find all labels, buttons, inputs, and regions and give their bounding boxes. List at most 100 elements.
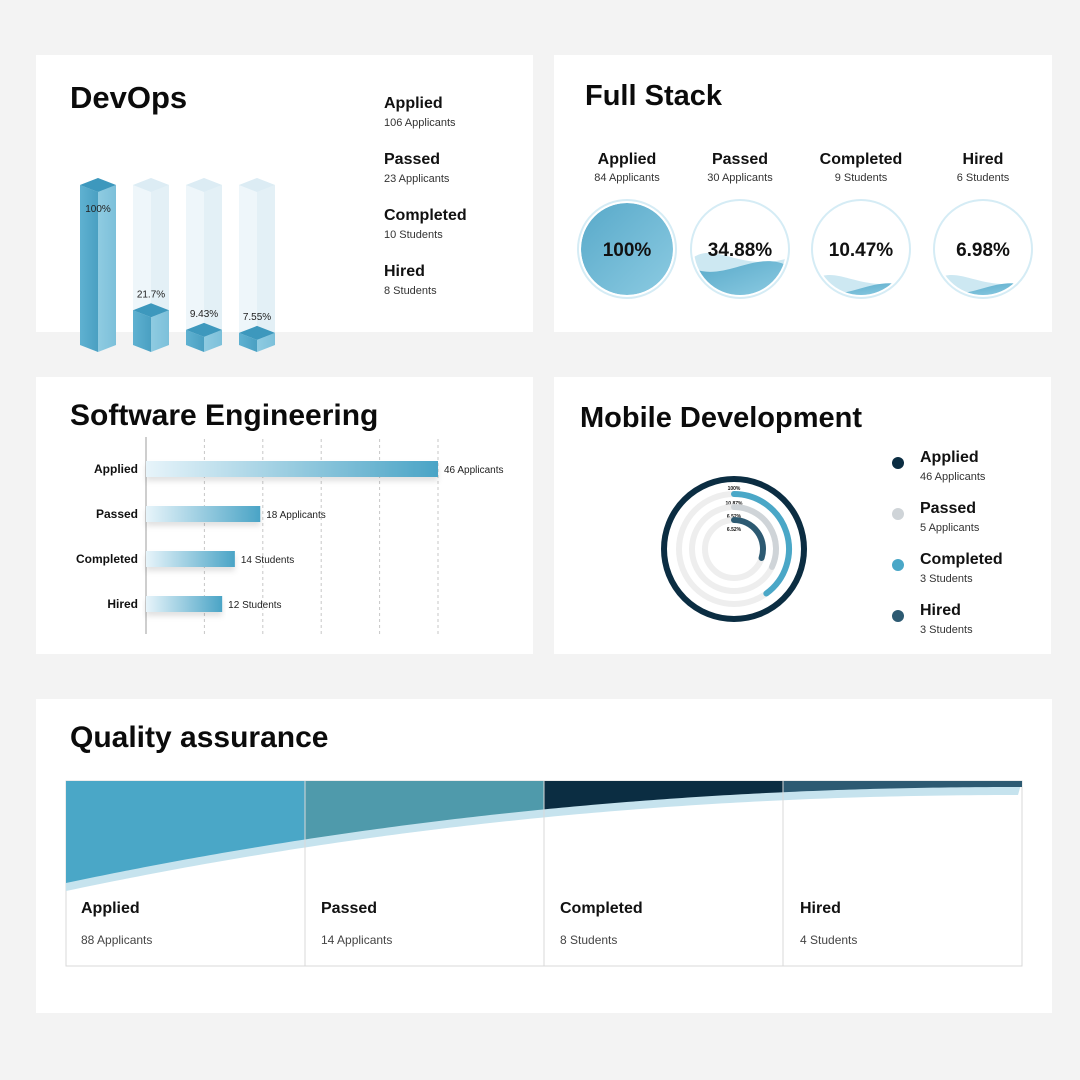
devops-bar-ghost-side <box>204 185 222 352</box>
devops-stage-hired: Hired 8 Students <box>384 263 467 319</box>
fullstack-circle-fill <box>581 203 673 295</box>
devops-bar-top <box>133 303 169 318</box>
fullstack-stage-name: Completed <box>819 151 903 168</box>
devops-bar-top <box>186 322 222 337</box>
mobile-ring-arc <box>731 504 779 570</box>
qa-stage-count: 8 Students <box>560 933 618 947</box>
se-category-label: Completed <box>76 552 138 566</box>
fullstack-stage-count: 9 Students <box>834 172 888 184</box>
se-bar: Passed 18 Applicants <box>96 506 326 522</box>
devops-stage-count: 106 Applicants <box>384 117 456 129</box>
devops-stage-passed: Passed 23 Applicants <box>384 151 467 207</box>
devops-bar-side <box>151 310 169 352</box>
se-value-label: 14 Students <box>241 555 294 566</box>
qa-stage-name: Applied <box>81 900 140 917</box>
fullstack-percent: 6.98% <box>956 240 1010 261</box>
software-engineering-title: Software Engineering <box>70 399 379 432</box>
qa-stage-passed: Passed 14 Applicants <box>321 900 392 947</box>
fullstack-percent: 34.88% <box>708 240 773 261</box>
se-bar-rect <box>146 461 438 477</box>
software-engineering-card: Software Engineering Applied 46 Applicant… <box>36 377 533 654</box>
devops-bar-front <box>239 332 257 352</box>
legend-dot-icon <box>892 457 904 469</box>
mobile-ring: 10.87% <box>676 491 792 607</box>
mobile-legend-name: Passed <box>920 500 977 517</box>
qa-band-segment <box>66 781 305 883</box>
fullstack-stage-name: Hired <box>962 151 1004 168</box>
legend-dot-icon <box>892 559 904 571</box>
devops-stage-name: Hired <box>384 263 425 280</box>
devops-bar-ghost-top <box>186 178 222 192</box>
mobile-ring-arc <box>731 491 792 597</box>
fullstack-stage-name: Applied <box>597 151 657 168</box>
se-bar: Applied 46 Applicants <box>94 461 504 477</box>
fullstack-circle-ring <box>933 199 1033 299</box>
qa-funnel-chart <box>65 780 1023 967</box>
se-bar: Completed 14 Students <box>76 551 294 567</box>
qa-band-segment <box>305 781 544 840</box>
se-category-label: Passed <box>96 507 138 521</box>
qa-title: Quality assurance <box>70 721 329 754</box>
fullstack-title: Full Stack <box>585 80 722 112</box>
mobile-legend-count: 46 Applicants <box>920 471 986 483</box>
fullstack-stage-name: Passed <box>711 151 769 168</box>
devops-bar-label: 21.7% <box>137 289 165 300</box>
fullstack-stage-completed: Completed 9 Students <box>806 151 916 184</box>
devops-bar-label: 7.55% <box>243 312 271 323</box>
devops-bar-label: 100% <box>85 204 111 215</box>
fullstack-stage-count: 6 Students <box>956 172 1010 184</box>
fullstack-circle-fill <box>694 252 786 295</box>
qa-stage-name: Passed <box>321 900 378 917</box>
mobile-legend-hired: Hired 3 Students <box>892 602 1003 653</box>
mobile-ring-label: 6.52% <box>727 514 742 520</box>
fullstack-circle-ring <box>811 199 911 299</box>
devops-stage-count: 8 Students <box>384 285 437 297</box>
devops-bar-side <box>204 329 222 352</box>
mobile-ring-arc <box>731 517 766 561</box>
fullstack-wave <box>694 261 786 295</box>
devops-bar: 7.55% <box>239 178 275 352</box>
devops-stage-name: Applied <box>384 95 443 112</box>
devops-bar-ghost-top <box>239 178 275 192</box>
qa-stage-name: Completed <box>560 900 643 917</box>
fullstack-wave-chart: 100% 34.88% 10.47% 6.98% <box>577 199 1033 299</box>
devops-bar-top <box>80 178 116 192</box>
software-engineering-bar-chart: Applied 46 Applicants Passed 18 Applicants C… <box>76 437 504 634</box>
devops-bar-chart: 100% 21.7% 9.43% 7.55% <box>80 178 275 352</box>
se-value-label: 46 Applicants <box>444 465 504 476</box>
mobile-ring-label: 6.52% <box>727 527 742 533</box>
fullstack-stage-count: 30 Applicants <box>707 172 773 184</box>
se-bar-rect <box>146 506 261 522</box>
qa-stage-completed: Completed 8 Students <box>560 900 643 947</box>
fullstack-wave <box>581 203 673 295</box>
mobile-ring-label: 100% <box>728 486 741 492</box>
devops-bar-side <box>98 185 116 352</box>
mobile-ring: 100% <box>661 476 807 622</box>
devops-bar-front <box>133 310 151 352</box>
mobile-title: Mobile Development <box>580 402 862 434</box>
devops-bar-ghost-top <box>133 178 169 192</box>
qa-stage-count: 4 Students <box>800 933 858 947</box>
devops-bar-side <box>257 332 275 352</box>
qa-stage-count: 88 Applicants <box>81 933 153 947</box>
devops-stage-completed: Completed 10 Students <box>384 207 467 263</box>
qa-stage-name: Hired <box>800 900 841 917</box>
mobile-legend: Applied 46 Applicants Passed 5 Applicant… <box>892 449 1003 653</box>
devops-card: DevOps 100% 21.7% 9.43% 7.55% Applied 106 A… <box>36 55 533 352</box>
mobile-card: Mobile Development 100% 10.87% 6.52% 6.52% … <box>554 377 1051 654</box>
mobile-legend-name: Applied <box>920 449 979 466</box>
legend-dot-icon <box>892 610 904 622</box>
se-bar-rect <box>146 551 235 567</box>
devops-bar-label: 9.43% <box>190 309 218 320</box>
mobile-ring: 6.52% <box>702 517 766 581</box>
mobile-ring-arc <box>661 476 807 622</box>
devops-title: DevOps <box>70 80 188 115</box>
mobile-ring-label: 10.87% <box>726 501 744 507</box>
mobile-legend-applied: Applied 46 Applicants <box>892 449 1003 500</box>
qa-stage-hired: Hired 4 Students <box>800 900 857 947</box>
devops-bar: 21.7% <box>133 178 169 352</box>
fullstack-stage-hired: Hired 6 Students <box>928 151 1038 184</box>
mobile-legend-passed: Passed 5 Applicants <box>892 500 1003 551</box>
mobile-legend-count: 5 Applicants <box>920 522 980 534</box>
devops-stage-name: Completed <box>384 207 467 224</box>
